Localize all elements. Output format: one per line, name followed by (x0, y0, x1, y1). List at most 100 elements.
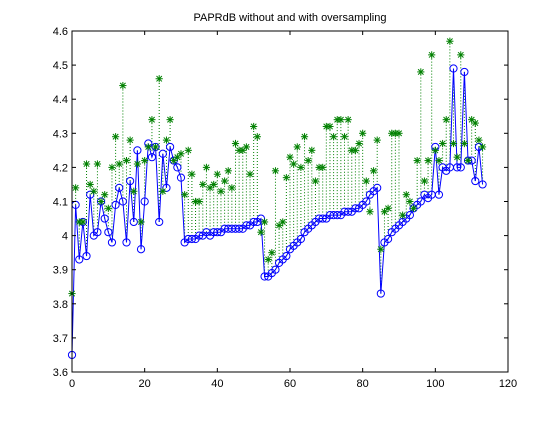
x-tick-label: 120 (499, 378, 517, 390)
point-asterisk (104, 204, 112, 212)
point-asterisk (428, 51, 436, 59)
plot-frame (71, 30, 509, 373)
point-circle (376, 289, 385, 298)
point-circle (434, 190, 444, 199)
point-circle (133, 146, 142, 155)
point-circle (158, 149, 167, 158)
point-asterisk (141, 156, 149, 165)
point-asterisk (144, 143, 152, 151)
point-asterisk (399, 211, 407, 219)
point-circle (140, 197, 149, 206)
point-asterisk (188, 170, 196, 178)
point-asterisk (162, 136, 171, 144)
x-tick-label: 100 (426, 378, 444, 390)
point-circle (271, 265, 280, 274)
point-circle (260, 272, 269, 281)
point-asterisk (101, 191, 109, 199)
point-circle (104, 228, 113, 237)
point-asterisk (304, 156, 312, 165)
point-asterisk (453, 153, 461, 161)
y-tick-label: 4.6 (53, 26, 68, 38)
point-asterisk (311, 177, 320, 185)
y-tick-label: 4.5 (53, 60, 68, 72)
point-asterisk (159, 187, 167, 195)
point-asterisk (413, 156, 421, 165)
point-asterisk (282, 174, 290, 182)
point-asterisk (319, 163, 327, 171)
point-asterisk (308, 146, 316, 154)
point-asterisk (271, 167, 280, 175)
point-asterisk (435, 156, 443, 165)
point-circle (453, 163, 462, 172)
point-asterisk (402, 191, 410, 199)
point-asterisk (478, 143, 487, 151)
point-asterisk (246, 170, 254, 178)
point-asterisk (257, 228, 265, 236)
point-asterisk (181, 191, 189, 199)
point-asterisk (384, 204, 392, 212)
point-circle (282, 251, 291, 261)
point-asterisk (442, 116, 450, 124)
point-circle (235, 224, 244, 233)
series-layer (67, 37, 487, 360)
chart-title: PAPRdB without and with oversampling (193, 12, 386, 24)
point-asterisk (439, 139, 447, 148)
point-circle (242, 221, 251, 230)
point-circle (344, 207, 353, 216)
point-circle (460, 67, 469, 77)
point-asterisk (199, 180, 207, 189)
point-asterisk (253, 133, 261, 141)
y-tick-label: 4.3 (53, 128, 68, 140)
x-tick-label: 60 (284, 378, 296, 390)
point-asterisk (242, 143, 250, 151)
y-tick-label: 3.6 (53, 367, 68, 379)
point-asterisk (108, 163, 116, 171)
point-asterisk (133, 160, 141, 168)
x-tick-label: 20 (139, 378, 151, 390)
point-circle (129, 217, 138, 227)
point-circle (296, 234, 305, 244)
point-circle (384, 234, 393, 244)
point-asterisk (340, 133, 349, 141)
point-circle (195, 231, 204, 240)
point-asterisk (130, 187, 138, 195)
point-asterisk (184, 146, 192, 154)
x-tick-label: 80 (357, 378, 369, 390)
point-asterisk (93, 160, 102, 168)
point-asterisk (210, 180, 218, 189)
y-tick-label: 3.7 (53, 333, 68, 345)
point-asterisk (475, 136, 483, 144)
point-circle (155, 217, 164, 227)
point-circle (75, 255, 84, 264)
point-circle (333, 211, 342, 220)
point-asterisk (279, 218, 287, 226)
point-circle (100, 214, 109, 223)
point-circle (318, 214, 327, 223)
point-asterisk (213, 170, 221, 178)
point-asterisk (330, 133, 338, 141)
point-asterisk (406, 197, 414, 206)
point-asterisk (195, 197, 203, 206)
point-asterisk (228, 184, 236, 192)
point-asterisk (177, 150, 185, 158)
point-asterisk (221, 177, 229, 185)
point-circle (115, 183, 124, 192)
point-asterisk (86, 180, 94, 189)
point-asterisk (457, 51, 465, 59)
point-asterisk (137, 218, 145, 226)
point-asterisk (431, 146, 439, 154)
point-asterisk (79, 218, 87, 226)
point-asterisk (264, 255, 272, 264)
point-asterisk (82, 160, 91, 168)
point-circle (93, 228, 102, 237)
point-asterisk (97, 197, 105, 206)
point-asterisk (460, 139, 468, 148)
y-tick-label: 4.1 (53, 197, 68, 209)
point-circle (82, 251, 91, 261)
point-asterisk (112, 133, 120, 141)
point-asterisk (217, 187, 225, 195)
point-asterisk (275, 221, 283, 229)
point-circle (126, 176, 135, 186)
